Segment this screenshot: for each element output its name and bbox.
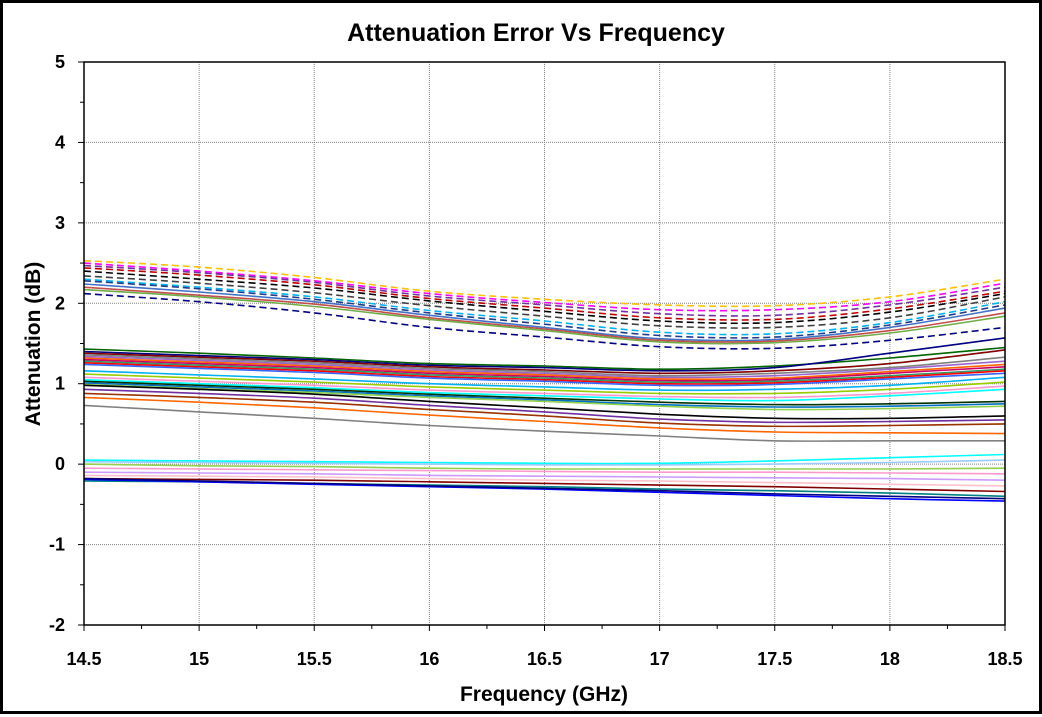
series-line-37	[83, 463, 1006, 470]
y-tick-label: 2	[55, 293, 65, 313]
series-line-4	[83, 267, 1006, 321]
series-line-20	[83, 360, 1006, 384]
x-tick-label: 15	[189, 649, 209, 669]
series-line-14	[83, 337, 1006, 372]
series-line-26	[83, 378, 1006, 402]
series-line-30	[83, 384, 1006, 420]
series-line-10	[83, 286, 1006, 343]
series-line-39	[83, 471, 1006, 481]
y-tick-label: 3	[55, 213, 65, 233]
chart-svg: Attenuation Error Vs Frequency 14.5 15 15.…	[22, 19, 1023, 706]
x-tick-label: 18.5	[987, 649, 1022, 669]
series-line-25	[83, 376, 1006, 399]
y-tick-label: 1	[55, 374, 65, 394]
series-line-44	[83, 477, 1006, 500]
x-tick-label: 18	[880, 649, 900, 669]
series-line-7	[83, 278, 1006, 336]
series-line-28	[83, 382, 1006, 408]
series-line-17	[83, 355, 1006, 379]
series-line-40	[83, 474, 1006, 487]
series-line-33	[83, 396, 1006, 435]
chart-title: Attenuation Error Vs Frequency	[347, 19, 725, 47]
x-tick-label: 15.5	[297, 649, 332, 669]
series-line-18	[83, 357, 1006, 380]
x-axis-ticks: 14.5 15 15.5 16 16.5 17 17.5 18 18.5	[66, 625, 1023, 669]
series-line-2	[83, 262, 1006, 312]
x-tick-label: 16	[419, 649, 439, 669]
series-line-19	[83, 358, 1006, 382]
series-line-31	[83, 388, 1006, 424]
grid	[84, 62, 1005, 625]
series-line-32	[83, 392, 1006, 428]
y-tick-label: -2	[49, 615, 65, 635]
series-line-36	[83, 459, 1006, 466]
y-tick-label: 4	[55, 132, 65, 152]
series-line-16	[83, 354, 1006, 377]
series-line-8	[83, 280, 1006, 339]
y-tick-label: 5	[55, 52, 65, 72]
series-line-11	[83, 288, 1006, 345]
series-line-23	[83, 370, 1006, 392]
series-group	[83, 259, 1006, 502]
series-line-29	[83, 383, 1006, 411]
series-line-27	[83, 380, 1006, 406]
y-tick-label: 0	[55, 454, 65, 474]
y-tick-label: -1	[49, 535, 65, 555]
series-line-5	[83, 270, 1006, 325]
series-line-34	[83, 404, 1005, 442]
series-line-3	[83, 264, 1006, 317]
series-line-24	[83, 373, 1006, 395]
series-line-9	[83, 283, 1006, 342]
series-line-1	[83, 259, 1006, 308]
y-axis-label: Attenuation (dB)	[22, 262, 45, 426]
x-tick-label: 16.5	[527, 649, 562, 669]
series-line-38	[83, 467, 1006, 475]
series-line-12	[83, 292, 1006, 350]
series-line-6	[83, 275, 1006, 329]
series-line-15	[83, 349, 1006, 375]
series-line-41	[83, 477, 1006, 493]
series-line-22	[83, 363, 1006, 387]
x-tick-label: 14.5	[66, 649, 101, 669]
x-tick-label: 17	[650, 649, 670, 669]
x-tick-label: 17.5	[757, 649, 792, 669]
x-axis-label: Frequency (GHz)	[460, 683, 628, 706]
series-line-35	[83, 453, 1006, 465]
series-line-13	[83, 346, 1006, 371]
series-line-21	[83, 362, 1006, 385]
y-axis-ticks: -2 -1 0 1 2 3 4 5	[49, 52, 84, 635]
